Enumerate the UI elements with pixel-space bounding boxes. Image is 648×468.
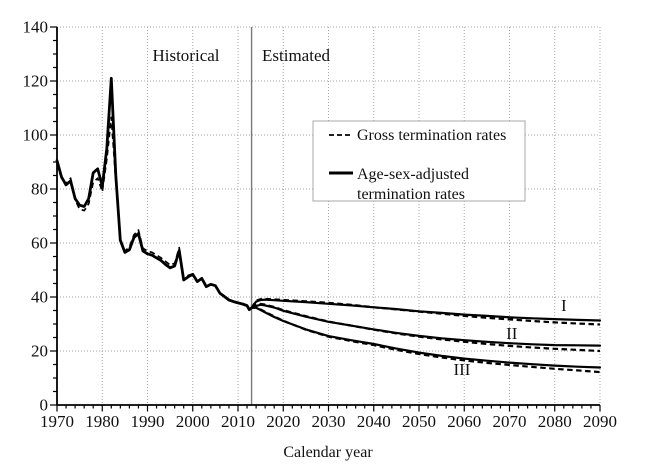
x-tick-label: 2060: [447, 412, 481, 431]
legend-gross-label: Gross termination rates: [357, 127, 506, 144]
legend-adjusted-label-line1: Age-sex-adjusted: [357, 166, 469, 183]
legend-adjusted-label-line2: termination rates: [357, 186, 465, 203]
x-axis-title: Calendar year: [283, 444, 373, 461]
historical-age-sex-adjusted-termination-rates-line: [55, 76, 254, 312]
x-tick-label: 2030: [312, 412, 346, 431]
x-tick-label: 2050: [402, 412, 436, 431]
scenario-III-age-sex-adjusted-termination-rates-line: [250, 306, 602, 369]
x-tick-label: 2000: [176, 412, 210, 431]
scenario-label-III: III: [453, 360, 470, 379]
x-tick-label: 2040: [357, 412, 391, 431]
y-tick-label: 0: [40, 396, 49, 415]
scenario-label-II: II: [506, 324, 518, 343]
x-tick-label: 2010: [221, 412, 255, 431]
y-tick-label: 140: [23, 18, 49, 37]
y-tick-label: 20: [31, 342, 48, 361]
series-layer: [55, 76, 602, 374]
x-tick-label: 1990: [131, 412, 165, 431]
y-tick-label: 100: [23, 126, 49, 145]
x-tick-label: 1970: [40, 412, 74, 431]
scenario-I-age-sex-adjusted-termination-rates-line: [250, 298, 602, 322]
y-tick-label: 120: [23, 72, 49, 91]
grid-layer: [57, 26, 601, 405]
tick-label-layer: 1970 1980 1990 2000 2010 2020 2030 2040 2050 2060…: [23, 18, 618, 432]
y-tick-label: 40: [31, 288, 48, 307]
x-tick-label: 2070: [493, 412, 527, 431]
y-tick-label: 60: [31, 234, 48, 253]
x-tick-label: 1980: [85, 412, 119, 431]
scenario-label-I: I: [561, 296, 567, 315]
legend: Gross termination rates Age-sex-adjusted…: [312, 120, 526, 203]
scenario-III-gross-termination-rates-line: [251, 306, 601, 374]
x-tick-label: 2090: [583, 412, 617, 431]
tick-layer: [50, 26, 601, 412]
scenario-II-age-sex-adjusted-termination-rates-line: [250, 303, 602, 347]
historical-section-label: Historical: [152, 46, 219, 65]
y-tick-label: 80: [31, 180, 48, 199]
x-tick-label: 2080: [538, 412, 572, 431]
estimated-section-label: Estimated: [262, 46, 330, 65]
x-tick-label: 2020: [266, 412, 300, 431]
historical-gross-termination-rates-line: [56, 116, 253, 311]
